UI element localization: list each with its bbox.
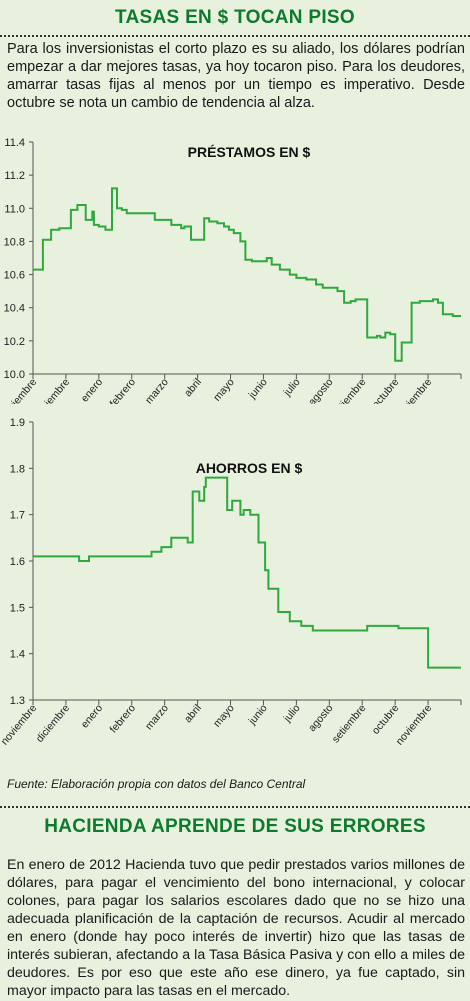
- x-tick-label: enero: [79, 702, 106, 730]
- series-line: [33, 187, 461, 362]
- x-tick-label: marzo: [143, 702, 171, 732]
- x-tick-label: mayo: [211, 376, 237, 404]
- x-tick-label: diciembre: [34, 376, 73, 404]
- ahorros-chart: 1.3 1.4 1.5 1.6 1.7 1.8 1.9 noviembre diciembre e…: [0, 410, 470, 750]
- prestamos-chart: 10.0 10.2 10.4 10.6 10.8 11.0 11.2 11.4 noviembr…: [0, 132, 470, 404]
- x-tick-label: setiembre: [330, 376, 369, 404]
- x-tick-label: julio: [281, 376, 303, 399]
- prestamos-chart-svg: 10.0 10.2 10.4 10.6 10.8 11.0 11.2 11.4 noviembr…: [0, 137, 462, 404]
- series-line: [33, 476, 461, 669]
- section2-paragraph: En enero de 2012 Hacienda tuvo que pedir…: [7, 857, 465, 999]
- title-divider: [0, 35, 470, 37]
- y-tick-label: 10.6: [4, 270, 25, 282]
- y-tick-label: 11.4: [4, 137, 25, 149]
- x-tick-label: agosto: [306, 702, 336, 734]
- page-title: TASAS EN $ TOCAN PISO: [115, 7, 355, 28]
- y-tick-label: 10.0: [4, 369, 25, 381]
- x-tick-label: mayo: [211, 702, 237, 730]
- x-tick-label: febrero: [107, 376, 138, 404]
- source-note: Fuente: Elaboración propia con datos del…: [7, 777, 306, 791]
- y-tick-label: 10.2: [4, 336, 25, 348]
- intro-paragraph: Para los inversionistas el corto plazo e…: [7, 41, 465, 111]
- x-tick-label: abril: [182, 702, 204, 725]
- y-tick-label: 11.0: [4, 203, 25, 215]
- y-tick-label: 10.4: [4, 303, 25, 315]
- x-tick-label: agosto: [306, 376, 336, 404]
- chart-title: AHORROS EN $: [196, 460, 303, 476]
- x-tick-label: junio: [246, 376, 270, 402]
- section2-title: HACIENDA APRENDE DE SUS ERRORES: [44, 816, 426, 837]
- x-tick-label: junio: [246, 702, 270, 728]
- x-tick-label: octubre: [370, 702, 402, 737]
- y-tick-label: 1.4: [10, 649, 25, 661]
- y-tick-label: 11.2: [4, 170, 25, 182]
- y-tick-label: 1.9: [10, 417, 25, 429]
- x-tick-label: noviembre: [394, 376, 435, 404]
- x-tick-label: diciembre: [34, 702, 73, 745]
- x-tick-label: febrero: [107, 702, 138, 735]
- x-tick-label: noviembre: [0, 702, 39, 747]
- y-tick-label: 1.6: [10, 556, 25, 568]
- y-tick-label: 1.8: [10, 463, 25, 475]
- x-tick-label: setiembre: [330, 702, 369, 745]
- x-tick-label: abril: [182, 376, 204, 399]
- y-tick-label: 1.7: [10, 510, 25, 522]
- x-tick-label: octubre: [370, 376, 402, 404]
- x-tick-label: enero: [79, 376, 106, 404]
- section-divider: [0, 806, 470, 808]
- x-tick-label: marzo: [143, 376, 171, 404]
- chart-title: PRÉSTAMOS EN $: [188, 144, 311, 160]
- y-tick-label: 1.3: [10, 695, 25, 707]
- y-tick-label: 1.5: [10, 602, 25, 614]
- x-tick-label: julio: [281, 702, 303, 725]
- y-tick-label: 10.8: [4, 236, 25, 248]
